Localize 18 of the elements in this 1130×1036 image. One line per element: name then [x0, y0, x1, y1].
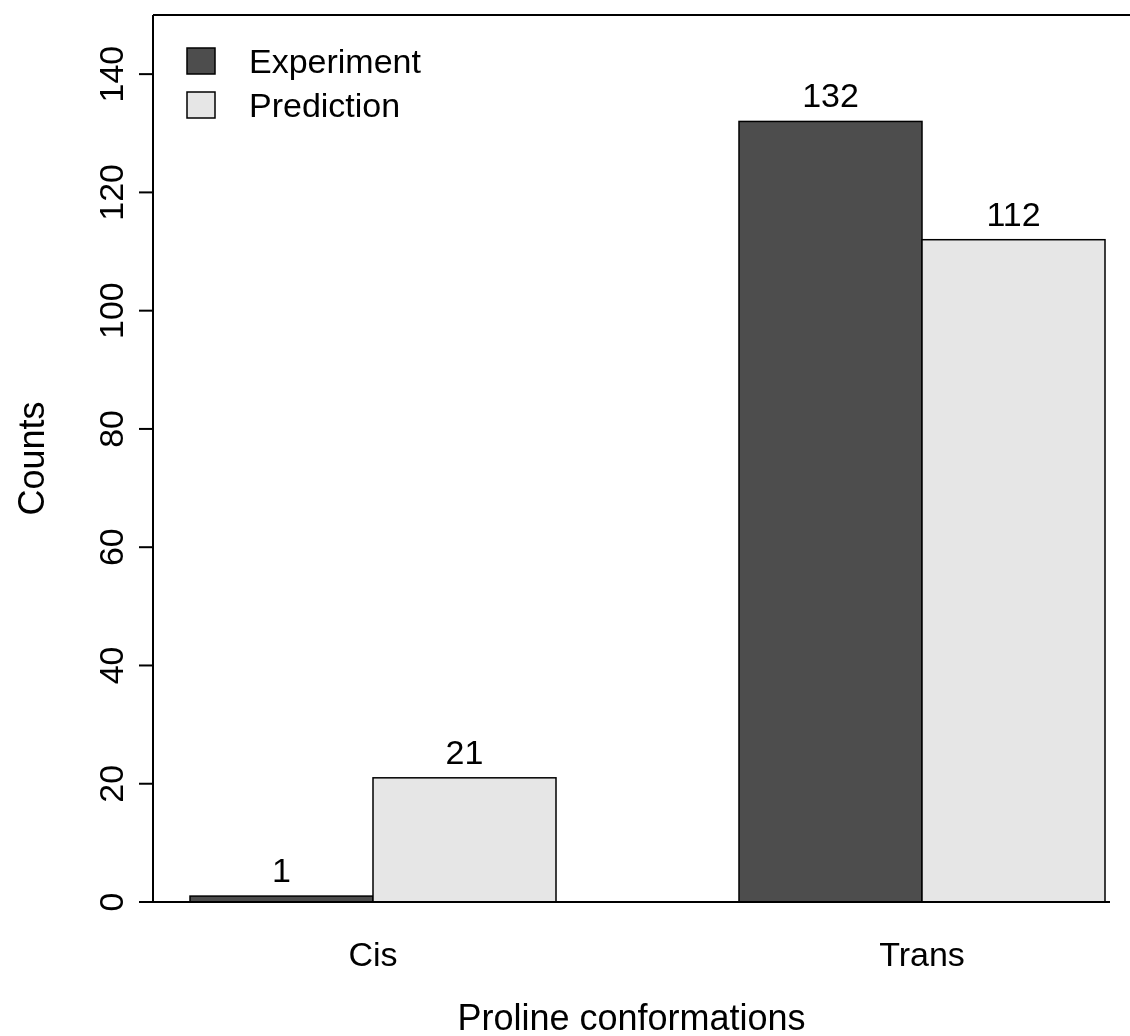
- x-tick-label: Cis: [348, 935, 398, 973]
- y-tick-label: 40: [92, 646, 130, 685]
- y-tick-label: 20: [92, 764, 130, 803]
- y-axis-title: Counts: [11, 401, 52, 516]
- x-axis-title: Proline conformations: [457, 997, 806, 1036]
- legend-label: Prediction: [249, 86, 401, 124]
- y-tick-label: 0: [92, 892, 130, 912]
- y-tick-label: 80: [92, 410, 130, 448]
- y-tick-label: 100: [92, 282, 130, 340]
- data-label: 112: [986, 194, 1041, 233]
- data-label: 1: [272, 851, 291, 890]
- legend-label: Experiment: [249, 42, 422, 80]
- data-label: 21: [445, 732, 484, 771]
- data-label: 132: [802, 76, 859, 115]
- y-tick-label: 140: [92, 45, 130, 103]
- y-tick-label: 60: [92, 528, 130, 567]
- y-tick-label: 120: [92, 164, 130, 221]
- x-tick-label: Trans: [879, 935, 965, 973]
